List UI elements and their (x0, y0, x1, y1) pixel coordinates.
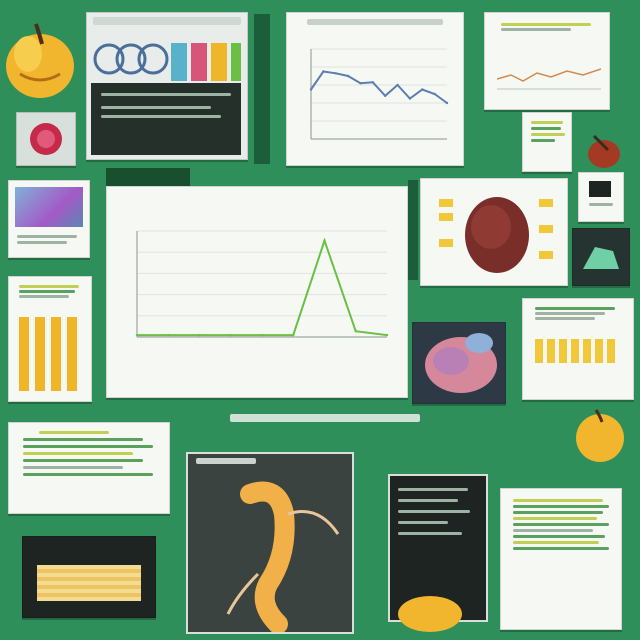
data-point (359, 82, 362, 85)
window-title-bar (93, 17, 241, 25)
notes-card-right (522, 112, 572, 172)
data-point (445, 101, 449, 105)
data-point (385, 333, 389, 337)
top-line-chart-card (286, 12, 464, 166)
data-point (309, 88, 313, 91)
right-bar-chart-card (522, 298, 634, 400)
data-point (396, 83, 399, 87)
data-point (346, 74, 350, 78)
red-pepper-right (588, 134, 620, 168)
right-yellow-bars (535, 339, 615, 363)
image-thumbnails-row (93, 43, 241, 81)
series-line (137, 237, 388, 337)
teal-image-card (572, 228, 630, 286)
data-point (323, 239, 326, 242)
yellow-striped-block (37, 565, 141, 601)
top-line-chart (309, 48, 449, 140)
series-line (310, 70, 448, 104)
orange-worm-photo (226, 481, 340, 632)
photo-title-bar (196, 458, 256, 464)
divider-strip (254, 14, 270, 164)
data-point (292, 333, 295, 337)
yellow-pepper-right (576, 409, 624, 462)
data-point (421, 88, 424, 91)
data-point (229, 333, 232, 337)
main-chart-right-strip (408, 180, 418, 280)
yellow-pepper-bottom (398, 596, 462, 632)
chart-header-bar (307, 19, 443, 25)
top-right-chart-card (484, 12, 610, 110)
data-point (408, 97, 412, 100)
dark-grid-panel (91, 83, 241, 155)
yellow-bar-icons (19, 317, 77, 391)
middle-separator-bar (230, 414, 420, 422)
data-point (135, 333, 139, 337)
data-point (322, 70, 325, 73)
main-chart-tab-strip (106, 168, 190, 186)
bottom-left-panel (22, 536, 156, 618)
purple-image (15, 187, 83, 227)
phone-card (578, 172, 624, 222)
data-point (433, 92, 436, 96)
data-point (198, 333, 201, 337)
red-circle-widget (16, 112, 76, 166)
organ-image-card (420, 178, 568, 286)
main-line-chart (135, 230, 389, 338)
text-document-left (8, 422, 170, 514)
center-photo-frame (186, 452, 354, 634)
data-point (371, 81, 375, 84)
data-point (354, 330, 357, 333)
purple-image-card (8, 180, 90, 258)
organ-illustration (439, 197, 553, 273)
yellow-bars-card (8, 276, 92, 402)
top-left-dashboard-window (86, 12, 248, 160)
data-point (383, 94, 387, 97)
yellow-pepper-top-left (6, 23, 74, 98)
data-point (260, 333, 264, 337)
data-point (167, 333, 170, 337)
tissue-image-card (412, 322, 506, 404)
top-right-mini-chart (497, 68, 601, 90)
data-point (334, 72, 337, 75)
text-document-right (500, 488, 622, 630)
main-chart-card (106, 186, 408, 398)
